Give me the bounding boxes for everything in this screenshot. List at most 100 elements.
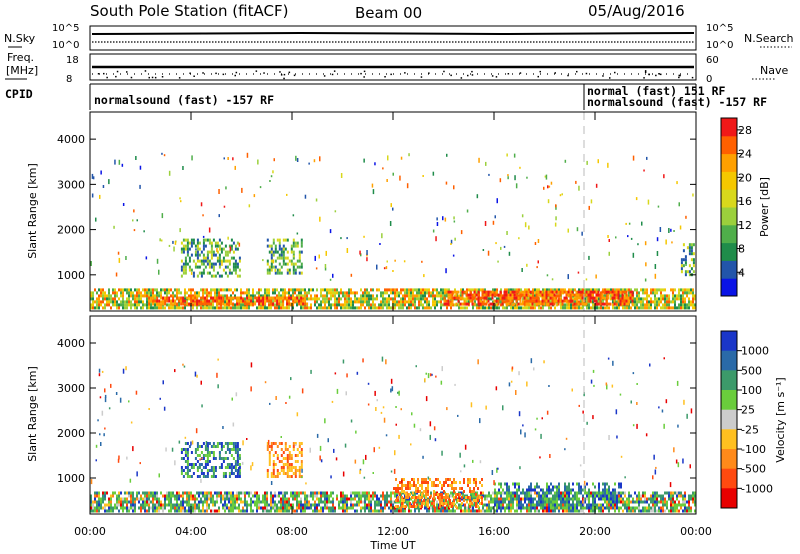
power-echo-cell (519, 296, 522, 300)
velocity-echo-cell (425, 496, 427, 499)
power-echo-cell (356, 291, 358, 295)
velocity-echo-cell (186, 466, 189, 469)
power-sparse-echo (644, 278, 647, 282)
velocity-echo-cell (202, 454, 205, 457)
power-echo-cell (508, 288, 510, 292)
power-echo-cell (272, 302, 275, 306)
velocity-echo-cell (292, 445, 295, 448)
velocity-echo-cell (582, 500, 584, 504)
velocity-echo-cell (421, 496, 423, 499)
power-echo-cell (308, 297, 310, 301)
velocity-echo-cell (443, 502, 445, 505)
power-echo-cell (154, 306, 156, 310)
velocity-echo-cell (322, 494, 324, 498)
velocity-echo-cell (286, 491, 288, 495)
velocity-echo-cell (560, 497, 562, 501)
power-echo-cell (206, 271, 209, 275)
velocity-echo-cell (258, 503, 260, 507)
power-echo-cell (514, 306, 516, 310)
power-echo-cell (216, 241, 219, 245)
velocity-echo-cell (212, 509, 214, 513)
velocity-echo-cell (461, 496, 463, 499)
velocity-echo-cell (670, 500, 672, 504)
velocity-echo-cell (326, 491, 328, 495)
power-sparse-echo (625, 222, 627, 225)
velocity-echo-cell (132, 506, 134, 510)
power-echo-cell (416, 291, 418, 295)
power-echo-cell (98, 294, 100, 298)
velocity-echo-cell (230, 472, 233, 475)
power-sparse-echo (647, 199, 650, 205)
power-echo-cell (240, 288, 242, 292)
power-echo-cell (612, 303, 614, 307)
power-echo-cell (440, 303, 442, 307)
power-echo-cell (182, 296, 185, 300)
power-echo-cell (688, 252, 691, 256)
power-echo-cell (308, 306, 310, 310)
power-echo-cell (646, 294, 648, 298)
velocity-echo-cell (266, 497, 268, 501)
velocity-echo-cell (536, 506, 538, 510)
power-echo-cell (628, 306, 630, 310)
velocity-echo-cell (166, 503, 168, 507)
velocity-echo-cell (586, 506, 588, 510)
velocity-echo-cell (370, 506, 372, 510)
velocity-echo-cell (328, 500, 330, 504)
velocity-echo-cell (374, 509, 376, 513)
velocity-echo-cell (473, 478, 475, 481)
velocity-echo-cell (202, 442, 205, 445)
velocity-echo-cell (104, 506, 106, 510)
velocity-echo-cell (458, 506, 460, 510)
power-echo-cell (224, 303, 226, 307)
power-sparse-echo (382, 167, 384, 170)
velocity-echo-cell (234, 451, 237, 454)
velocity-echo-cell (188, 506, 190, 510)
power-echo-cell (322, 288, 324, 292)
power-echo-cell (678, 291, 680, 295)
power-echo-cell (386, 300, 388, 304)
velocity-echo-cell (194, 494, 196, 498)
power-echo-cell (436, 300, 438, 304)
power-echo-cell (226, 265, 229, 269)
power-echo-cell (330, 306, 332, 310)
velocity-echo-cell (423, 499, 425, 502)
power-echo-cell (507, 296, 510, 300)
power-echo-cell (552, 288, 554, 292)
power-echo-cell (364, 288, 366, 292)
velocity-echo-cell (366, 494, 368, 498)
velocity-echo-cell (290, 494, 292, 498)
power-echo-cell (410, 306, 412, 310)
power-echo-cell (682, 300, 684, 304)
velocity-echo-cell (198, 506, 200, 510)
power-echo-cell (644, 297, 646, 301)
power-echo-cell (370, 297, 372, 301)
power-echo-cell (690, 303, 692, 307)
power-echo-cell (304, 288, 306, 292)
velocity-echo-cell (434, 509, 436, 513)
power-echo-cell (501, 299, 504, 303)
velocity-echo-cell (296, 494, 298, 498)
power-echo-cell (166, 296, 169, 300)
velocity-echo-cell (423, 478, 425, 481)
power-echo-cell (344, 306, 346, 310)
velocity-echo-cell (342, 500, 344, 504)
velocity-echo-cell (192, 497, 194, 501)
power-echo-cell (382, 306, 384, 310)
velocity-echo-cell (278, 472, 281, 475)
velocity-echo-cell (110, 497, 112, 501)
velocity-echo-cell (290, 457, 293, 460)
velocity-echo-cell (176, 509, 178, 513)
power-echo-cell (613, 299, 616, 303)
power-sparse-echo (590, 199, 593, 204)
velocity-echo-cell (262, 506, 264, 510)
power-ytick-label: 2000 (57, 224, 85, 237)
velocity-echo-cell (528, 509, 530, 513)
power-echo-cell (146, 303, 148, 307)
velocity-echo-cell (346, 506, 348, 510)
velocity-echo-cell (376, 509, 378, 513)
velocity-echo-cell (236, 491, 238, 495)
velocity-echo-cell (200, 509, 202, 513)
velocity-echo-cell (182, 506, 184, 510)
power-echo-cell (515, 296, 518, 300)
velocity-echo-cell (300, 451, 303, 454)
